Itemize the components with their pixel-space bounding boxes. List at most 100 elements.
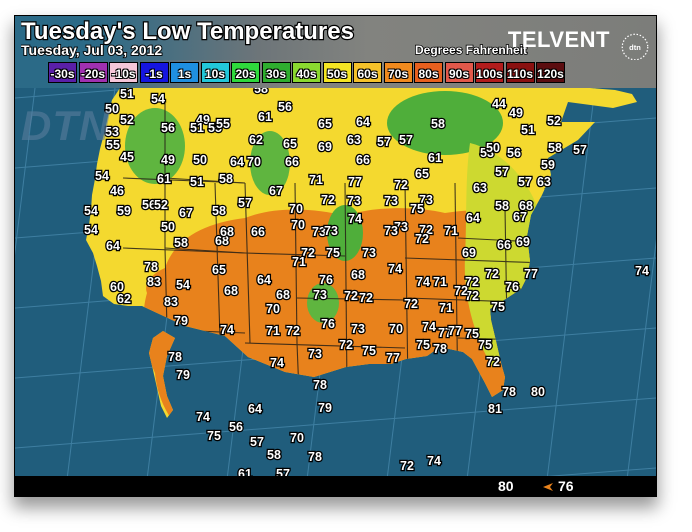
svg-text:51: 51	[120, 88, 134, 101]
svg-text:64: 64	[356, 115, 370, 129]
svg-text:74: 74	[422, 320, 436, 334]
svg-text:72: 72	[339, 338, 353, 352]
svg-text:74: 74	[427, 454, 441, 468]
svg-text:57: 57	[250, 435, 264, 449]
svg-text:75: 75	[362, 344, 376, 358]
svg-text:75: 75	[478, 338, 492, 352]
svg-text:dtn: dtn	[629, 43, 641, 52]
svg-text:71: 71	[292, 255, 306, 269]
svg-text:73: 73	[384, 224, 398, 238]
svg-text:70: 70	[290, 431, 304, 445]
svg-text:72: 72	[415, 232, 429, 246]
svg-text:79: 79	[174, 314, 188, 328]
svg-text:67: 67	[179, 206, 193, 220]
svg-text:58: 58	[431, 117, 445, 131]
svg-text:57: 57	[573, 143, 587, 157]
svg-text:74: 74	[635, 264, 649, 278]
svg-text:69: 69	[462, 246, 476, 260]
svg-text:66: 66	[356, 153, 370, 167]
svg-text:76: 76	[321, 317, 335, 331]
svg-text:63: 63	[347, 133, 361, 147]
svg-text:75: 75	[326, 246, 340, 260]
svg-text:79: 79	[318, 401, 332, 415]
svg-text:58: 58	[212, 204, 226, 218]
svg-text:71: 71	[439, 301, 453, 315]
svg-text:64: 64	[466, 211, 480, 225]
svg-text:52: 52	[154, 198, 168, 212]
svg-text:49: 49	[509, 106, 523, 120]
svg-text:73: 73	[347, 194, 361, 208]
svg-text:51: 51	[190, 121, 204, 135]
svg-text:81: 81	[488, 402, 502, 416]
svg-text:78: 78	[433, 342, 447, 356]
svg-text:56: 56	[229, 420, 243, 434]
svg-text:56: 56	[161, 121, 175, 135]
svg-text:58: 58	[548, 141, 562, 155]
svg-text:78: 78	[168, 350, 182, 364]
svg-text:68: 68	[276, 288, 290, 302]
svg-text:78: 78	[502, 385, 516, 399]
svg-text:78: 78	[308, 450, 322, 464]
svg-text:70: 70	[389, 322, 403, 336]
svg-text:75: 75	[207, 429, 221, 443]
svg-text:55: 55	[216, 117, 230, 131]
svg-text:64: 64	[230, 155, 244, 169]
svg-text:73: 73	[362, 246, 376, 260]
svg-text:83: 83	[164, 295, 178, 309]
svg-text:74: 74	[388, 262, 402, 276]
svg-text:78: 78	[144, 260, 158, 274]
svg-text:83: 83	[147, 275, 161, 289]
svg-text:58: 58	[219, 172, 233, 186]
svg-text:72: 72	[394, 178, 408, 192]
svg-text:73: 73	[384, 194, 398, 208]
svg-text:74: 74	[196, 410, 210, 424]
svg-text:76: 76	[319, 273, 333, 287]
svg-text:58: 58	[267, 448, 281, 462]
svg-text:75: 75	[465, 327, 479, 341]
svg-text:58: 58	[495, 199, 509, 213]
svg-text:64: 64	[248, 402, 262, 416]
svg-text:54: 54	[84, 204, 98, 218]
svg-text:56: 56	[278, 100, 292, 114]
svg-text:75: 75	[416, 338, 430, 352]
svg-text:67: 67	[269, 184, 283, 198]
svg-text:61: 61	[428, 151, 442, 165]
svg-text:72: 72	[359, 291, 373, 305]
svg-text:65: 65	[283, 137, 297, 151]
svg-text:65: 65	[318, 117, 332, 131]
svg-text:59: 59	[117, 204, 131, 218]
svg-text:72: 72	[454, 284, 468, 298]
svg-text:61: 61	[258, 110, 272, 124]
svg-text:66: 66	[285, 155, 299, 169]
svg-text:75: 75	[491, 300, 505, 314]
svg-text:51: 51	[190, 175, 204, 189]
svg-text:70: 70	[291, 218, 305, 232]
svg-text:66: 66	[251, 225, 265, 239]
svg-text:57: 57	[399, 133, 413, 147]
svg-text:75: 75	[410, 202, 424, 216]
svg-text:72: 72	[485, 267, 499, 281]
svg-text:77: 77	[448, 324, 462, 338]
svg-text:73: 73	[324, 224, 338, 238]
svg-text:54: 54	[176, 278, 190, 292]
svg-text:65: 65	[212, 263, 226, 277]
svg-text:70: 70	[266, 302, 280, 316]
svg-text:45: 45	[120, 150, 134, 164]
svg-text:62: 62	[117, 292, 131, 306]
svg-text:63: 63	[473, 181, 487, 195]
svg-text:72: 72	[486, 355, 500, 369]
svg-text:54: 54	[84, 223, 98, 237]
svg-text:49: 49	[161, 153, 175, 167]
svg-text:54: 54	[151, 92, 165, 106]
svg-text:69: 69	[318, 140, 332, 154]
svg-text:73: 73	[308, 347, 322, 361]
svg-text:52: 52	[120, 113, 134, 127]
svg-text:72: 72	[321, 193, 335, 207]
svg-text:71: 71	[266, 324, 280, 338]
svg-text:74: 74	[416, 275, 430, 289]
svg-text:57: 57	[377, 135, 391, 149]
svg-text:Tuesday, Jul 03, 2012: Tuesday, Jul 03, 2012	[21, 42, 162, 58]
svg-text:73: 73	[351, 322, 365, 336]
svg-text:70: 70	[247, 155, 261, 169]
svg-text:58: 58	[174, 236, 188, 250]
